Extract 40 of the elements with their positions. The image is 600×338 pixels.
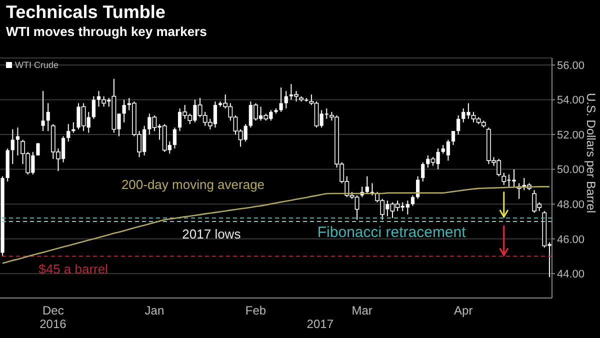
- candlestick: [279, 87, 283, 112]
- ref-line-label: $45 a barrel: [38, 261, 108, 276]
- candlestick: [410, 194, 415, 206]
- candlestick: [122, 99, 126, 123]
- y-tick-label: 46.00: [557, 234, 585, 246]
- candlestick: [102, 96, 106, 108]
- y-tick-label: 56.00: [557, 60, 585, 72]
- candlestick: [92, 96, 96, 120]
- x-tick-label: Apr: [454, 304, 473, 318]
- x-tick-label: Jan: [144, 304, 164, 318]
- x-tick-label: Dec: [42, 304, 64, 318]
- candlestick: [36, 142, 40, 156]
- x-tick-label: Mar: [352, 304, 372, 318]
- y-tick-label: 52.00: [557, 129, 585, 142]
- y-tick-label: 44.00: [557, 268, 585, 281]
- ref-line-label: Fibonacci retracement: [317, 224, 467, 241]
- candlestick: [370, 182, 374, 196]
- candlestick: [41, 90, 45, 132]
- candlestick: [421, 162, 425, 182]
- ref-line-label: 2017 lows: [182, 226, 242, 242]
- x-tick-label: Feb: [245, 304, 266, 318]
- candlestick: [66, 124, 70, 142]
- candlestick: [46, 102, 50, 132]
- candlestick: [451, 130, 456, 146]
- legend-label: WTI Crude: [15, 60, 59, 70]
- chart-subtitle: WTI moves through key markers: [6, 24, 207, 39]
- series-label: 200-day moving average: [121, 177, 265, 192]
- text: 2017: [306, 317, 334, 331]
- y-tick-label: 48.00: [557, 198, 585, 211]
- candlestick: [416, 176, 420, 200]
- y-tick-label: 54.00: [557, 94, 585, 107]
- candlestick: [172, 127, 177, 149]
- text: 2016: [40, 317, 67, 331]
- candlestick: [365, 176, 369, 194]
- candlestick: [284, 90, 288, 109]
- y-tick-label: 50.00: [557, 164, 585, 176]
- candlestick: [456, 114, 460, 136]
- candlestick: [10, 128, 14, 165]
- y-axis-title: U.S. Dollars per Barrel: [584, 92, 598, 214]
- chart-title: Technicals Tumble: [6, 2, 166, 23]
